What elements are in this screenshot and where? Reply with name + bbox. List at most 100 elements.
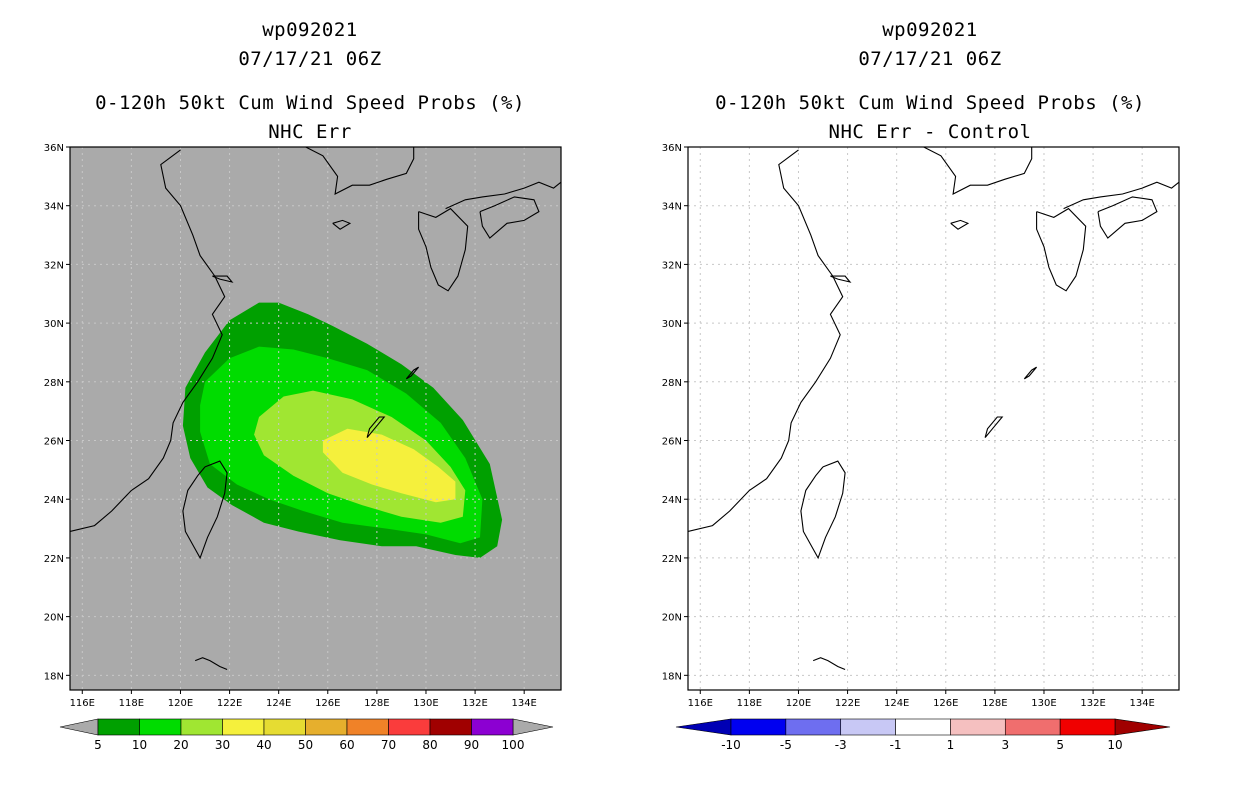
y-tick-label: 26N	[662, 437, 682, 448]
coastline-chongming	[212, 275, 234, 283]
colorbar-box	[139, 718, 182, 736]
y-tick-label: 24N	[662, 495, 682, 506]
y-tick-label: 34N	[662, 202, 682, 213]
colorbar-label: 30	[215, 738, 230, 752]
colorbar-label: -3	[835, 738, 847, 752]
right-storm-id: wp092021	[882, 19, 978, 41]
plot-frame	[687, 146, 1180, 691]
coastline-kyushu	[1036, 207, 1087, 292]
y-tick-label: 36N	[662, 143, 682, 154]
x-tick-label: 122E	[835, 698, 860, 709]
colorbar-label: -1	[890, 738, 902, 752]
left-chart-title: 0-120h 50kt Cum Wind Speed Probs (%)	[95, 92, 525, 114]
colorbar-box	[730, 718, 787, 736]
colorbar-box	[346, 718, 389, 736]
colorbar-box	[950, 718, 1006, 736]
x-tick-label: 134E	[1129, 698, 1154, 709]
plot-area	[70, 147, 561, 690]
coastline-china	[688, 149, 844, 533]
colorbar-label: 80	[422, 738, 437, 752]
y-tick-label: 34N	[44, 202, 64, 213]
colorbar-label: 10	[1107, 738, 1122, 752]
x-tick-label: 116E	[70, 698, 95, 709]
x-tick-label: 134E	[511, 698, 536, 709]
colorbar-under-arrow	[675, 718, 732, 736]
coastline-japan_main	[1063, 181, 1179, 210]
colorbar-under-arrow	[59, 718, 99, 736]
y-tick-label: 22N	[662, 554, 682, 565]
coastline-korea	[305, 147, 415, 195]
colorbar-label: 20	[173, 738, 188, 752]
x-tick-label: 118E	[119, 698, 144, 709]
y-tick-label: 18N	[662, 671, 682, 682]
coastline-jeju	[332, 219, 352, 230]
right-chart-title: 0-120h 50kt Cum Wind Speed Probs (%)	[715, 92, 1145, 114]
right-chart-subtitle: NHC Err - Control	[828, 121, 1032, 143]
colorbar-box	[97, 718, 140, 736]
x-tick-label: 116E	[688, 698, 713, 709]
colorbar-box	[222, 718, 265, 736]
coastline-shikoku	[479, 196, 540, 239]
x-tick-label: 128E	[982, 698, 1007, 709]
left-datetime: 07/17/21 06Z	[238, 48, 382, 70]
coastline-okinawa	[366, 416, 386, 438]
plot-background	[688, 147, 1179, 690]
colorbar-label: 50	[298, 738, 313, 752]
colorbar: -10 -5 -3 -1 1 3 5 10	[675, 718, 1171, 752]
coastline-amami	[405, 366, 420, 380]
colorbar-box	[785, 718, 842, 736]
coastline-jeju	[950, 219, 970, 230]
coastline-taiwan	[182, 460, 228, 560]
colorbar-label: 3	[1001, 738, 1009, 752]
y-tick-label: 32N	[44, 260, 64, 271]
coastline-shikoku	[1097, 196, 1158, 239]
x-tick-label: 126E	[933, 698, 958, 709]
plot-area	[688, 147, 1179, 690]
panel-right: 116E 118E 120E 122E 124E 126E 128E 130E 132E 134E…	[662, 143, 1180, 752]
x-tick-label: 132E	[1080, 698, 1105, 709]
coastline-amami	[1023, 366, 1038, 380]
left-storm-id: wp092021	[262, 19, 358, 41]
colorbar-label: 40	[256, 738, 271, 752]
y-tick-label: 28N	[44, 378, 64, 389]
colorbar-label: 5	[94, 738, 102, 752]
y-tick-label: 18N	[44, 671, 64, 682]
coastline-chongming	[830, 275, 852, 283]
colorbar-box	[263, 718, 306, 736]
y-tick-label: 20N	[662, 613, 682, 624]
x-tick-label: 126E	[315, 698, 340, 709]
colorbar-label: -10	[721, 738, 741, 752]
plot-frame	[69, 146, 562, 691]
x-tick-label: 130E	[413, 698, 438, 709]
x-tick-label: 128E	[364, 698, 389, 709]
coastline-korea	[923, 147, 1033, 195]
coastline-okinawa	[984, 416, 1004, 438]
colorbar-over-arrow	[1114, 718, 1171, 736]
y-tick-label: 24N	[44, 495, 64, 506]
colorbar-label: 90	[464, 738, 479, 752]
y-tick-label: 36N	[44, 143, 64, 154]
left-chart-subtitle: NHC Err	[268, 121, 352, 143]
y-tick-label: 30N	[44, 319, 64, 330]
x-tick-label: 130E	[1031, 698, 1056, 709]
x-tick-label: 120E	[786, 698, 811, 709]
y-tick-label: 32N	[662, 260, 682, 271]
colorbar-label: 70	[381, 738, 396, 752]
colorbar-box	[471, 718, 514, 736]
coastline-taiwan	[800, 460, 846, 560]
colorbar-box	[429, 718, 472, 736]
colorbar-box	[1004, 718, 1061, 736]
colorbar-box	[180, 718, 223, 736]
colorbar: 5 10 20 30 40 50 60 70 80 90 100	[59, 718, 554, 752]
colorbar-over-arrow	[512, 718, 554, 736]
coastline-china	[70, 149, 226, 533]
contour-30pct	[322, 428, 456, 503]
colorbar-label: 100	[502, 738, 525, 752]
colorbar-label: -5	[780, 738, 792, 752]
y-tick-label: 26N	[44, 437, 64, 448]
x-tick-label: 124E	[266, 698, 291, 709]
x-tick-label: 122E	[217, 698, 242, 709]
y-tick-label: 20N	[44, 613, 64, 624]
colorbar-box	[388, 718, 431, 736]
